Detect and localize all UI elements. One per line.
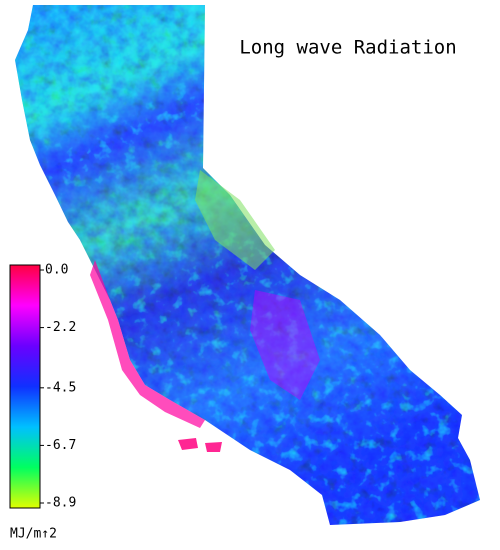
land: [15, 5, 480, 525]
coast: [90, 260, 205, 428]
green-band: [195, 170, 275, 270]
island: [178, 438, 198, 450]
colorbar-tick-label: -6.7: [45, 438, 76, 453]
colorbar-tick-label: 0.0: [45, 263, 68, 278]
colorbar-tick-label: -4.5: [45, 380, 76, 395]
california-map: [15, 5, 480, 525]
valley: [250, 290, 320, 400]
colorbar-unit: MJ/m↑2: [10, 527, 57, 542]
colorbar: [9, 264, 41, 509]
colorbar-tick-label: -8.9: [45, 496, 76, 511]
colorbar-tick-label: -2.2: [45, 320, 76, 335]
map-title: Long wave Radiation: [239, 37, 456, 59]
island: [205, 442, 222, 452]
